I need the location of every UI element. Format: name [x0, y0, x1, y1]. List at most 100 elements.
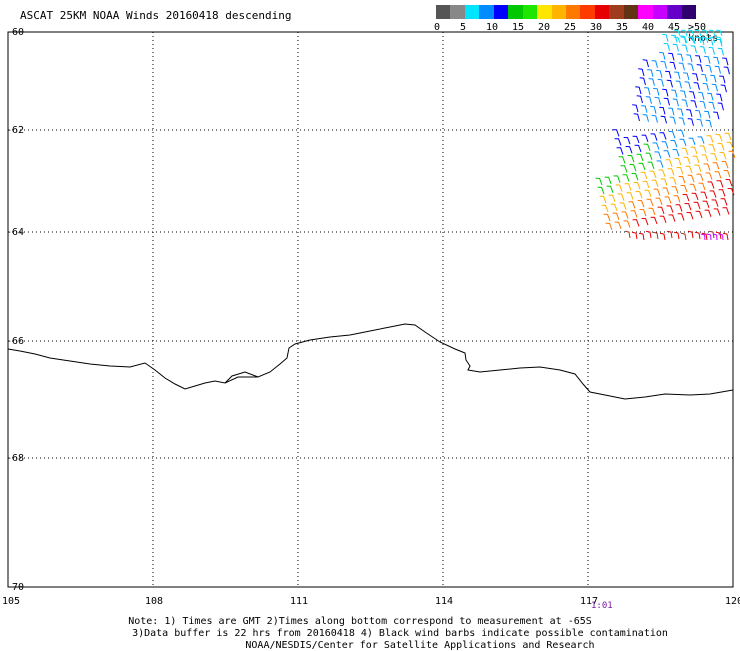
- wind-barb: [650, 133, 658, 141]
- wind-barb: [675, 204, 683, 212]
- wind-barb: [669, 61, 676, 70]
- wind-barb: [669, 116, 676, 125]
- wind-barb: [642, 114, 649, 122]
- wind-barb: [650, 105, 657, 114]
- wind-barb: [698, 182, 706, 190]
- wind-barb: [629, 164, 637, 172]
- wind-barb: [677, 129, 685, 138]
- wind-barb: [648, 207, 656, 216]
- wind-barb: [694, 231, 701, 240]
- wind-barb: [698, 91, 705, 100]
- wind-barb: [599, 195, 607, 204]
- wind-barb: [684, 203, 692, 211]
- colorbar-tick-label: 35: [616, 22, 629, 33]
- wind-barb: [677, 213, 685, 221]
- wind-barb: [674, 71, 681, 80]
- wind-barb: [672, 98, 679, 107]
- wind-barb: [679, 138, 687, 147]
- wind-barb: [638, 232, 645, 241]
- wind-barb: [631, 173, 639, 181]
- colorbar-swatch: [566, 5, 581, 19]
- wind-barb: [696, 64, 703, 72]
- wind-barb: [694, 29, 702, 37]
- wind-barb: [663, 97, 670, 106]
- wind-barb: [662, 187, 670, 195]
- wind-barb: [633, 182, 641, 190]
- wind-barb: [628, 201, 636, 209]
- wind-barb: [690, 45, 697, 54]
- wind-barb: [721, 161, 729, 169]
- wind-barb: [716, 180, 724, 188]
- wind-barb: [662, 88, 669, 97]
- wind-barb: [725, 179, 733, 187]
- wind-barb: [722, 232, 729, 241]
- wind-barb: [659, 232, 666, 241]
- map-title: ASCAT 25KM NOAA Winds 20160418 descendin…: [20, 9, 292, 22]
- wind-barb: [595, 177, 603, 186]
- longitude-tick-label: 114: [435, 596, 454, 607]
- wind-barb: [666, 230, 673, 239]
- wind-barbs: [595, 29, 736, 241]
- wind-barb: [693, 82, 700, 90]
- wind-barb: [620, 165, 628, 173]
- wind-barb: [700, 191, 708, 199]
- wind-barb: [687, 174, 695, 183]
- wind-barb: [642, 180, 650, 189]
- wind-barb: [641, 105, 648, 113]
- wind-barb: [632, 219, 640, 227]
- wind-barb: [670, 140, 678, 148]
- wind-barb: [665, 159, 673, 167]
- colorbar-swatch: [609, 5, 625, 19]
- wind-barb: [695, 210, 703, 219]
- wind-barb: [692, 73, 699, 81]
- wind-barb: [712, 233, 718, 241]
- colorbar-tick-label: 0: [434, 22, 441, 33]
- wind-barb: [624, 183, 632, 191]
- wind-barb: [645, 230, 652, 239]
- wind-barb: [697, 136, 705, 144]
- wind-barb: [640, 171, 648, 180]
- wind-barb: [710, 153, 718, 161]
- wind-barb: [604, 176, 612, 184]
- wind-barb: [624, 230, 631, 239]
- wind-barb: [636, 153, 644, 162]
- note-line-2: 3)Data buffer is 22 hrs from 20160418 4)…: [132, 628, 668, 639]
- colorbar-tick-label: 25: [564, 22, 577, 33]
- wind-barb: [724, 132, 732, 141]
- wind-barb: [625, 146, 633, 154]
- wind-barb: [641, 218, 649, 226]
- wind-barb: [715, 134, 723, 142]
- colorbar-swatch: [667, 5, 683, 19]
- wind-barb: [642, 59, 649, 68]
- wind-barb: [715, 36, 723, 44]
- colorbar-tick-label: 10: [486, 22, 499, 33]
- wind-barb: [644, 87, 651, 95]
- wind-barb: [660, 178, 668, 186]
- wind-barb: [668, 52, 675, 61]
- wind-barb: [683, 156, 691, 165]
- wind-barb: [631, 231, 638, 240]
- wind-barb: [654, 96, 661, 105]
- latitude-tick-label: -68: [6, 453, 25, 464]
- wind-barb: [718, 233, 724, 241]
- wind-barb: [701, 36, 709, 44]
- wind-barb: [678, 62, 685, 71]
- wind-barb: [680, 29, 688, 37]
- longitude-tick-label: 105: [2, 596, 21, 607]
- wind-barb: [666, 79, 673, 88]
- wind-barb: [705, 64, 712, 73]
- colorbar-swatch: [623, 5, 639, 19]
- wind-barb: [648, 78, 655, 86]
- coastline-inlet: [224, 376, 258, 384]
- wind-barb: [635, 191, 643, 199]
- wind-barb: [682, 194, 690, 202]
- colorbar-swatch: [652, 5, 668, 19]
- wind-barb: [659, 51, 666, 60]
- wind-barb: [680, 185, 688, 193]
- wind-barb: [662, 33, 669, 42]
- wind-barb: [715, 231, 722, 240]
- wind-barb: [619, 202, 627, 210]
- wind-barb: [638, 68, 645, 77]
- wind-barb: [660, 60, 667, 69]
